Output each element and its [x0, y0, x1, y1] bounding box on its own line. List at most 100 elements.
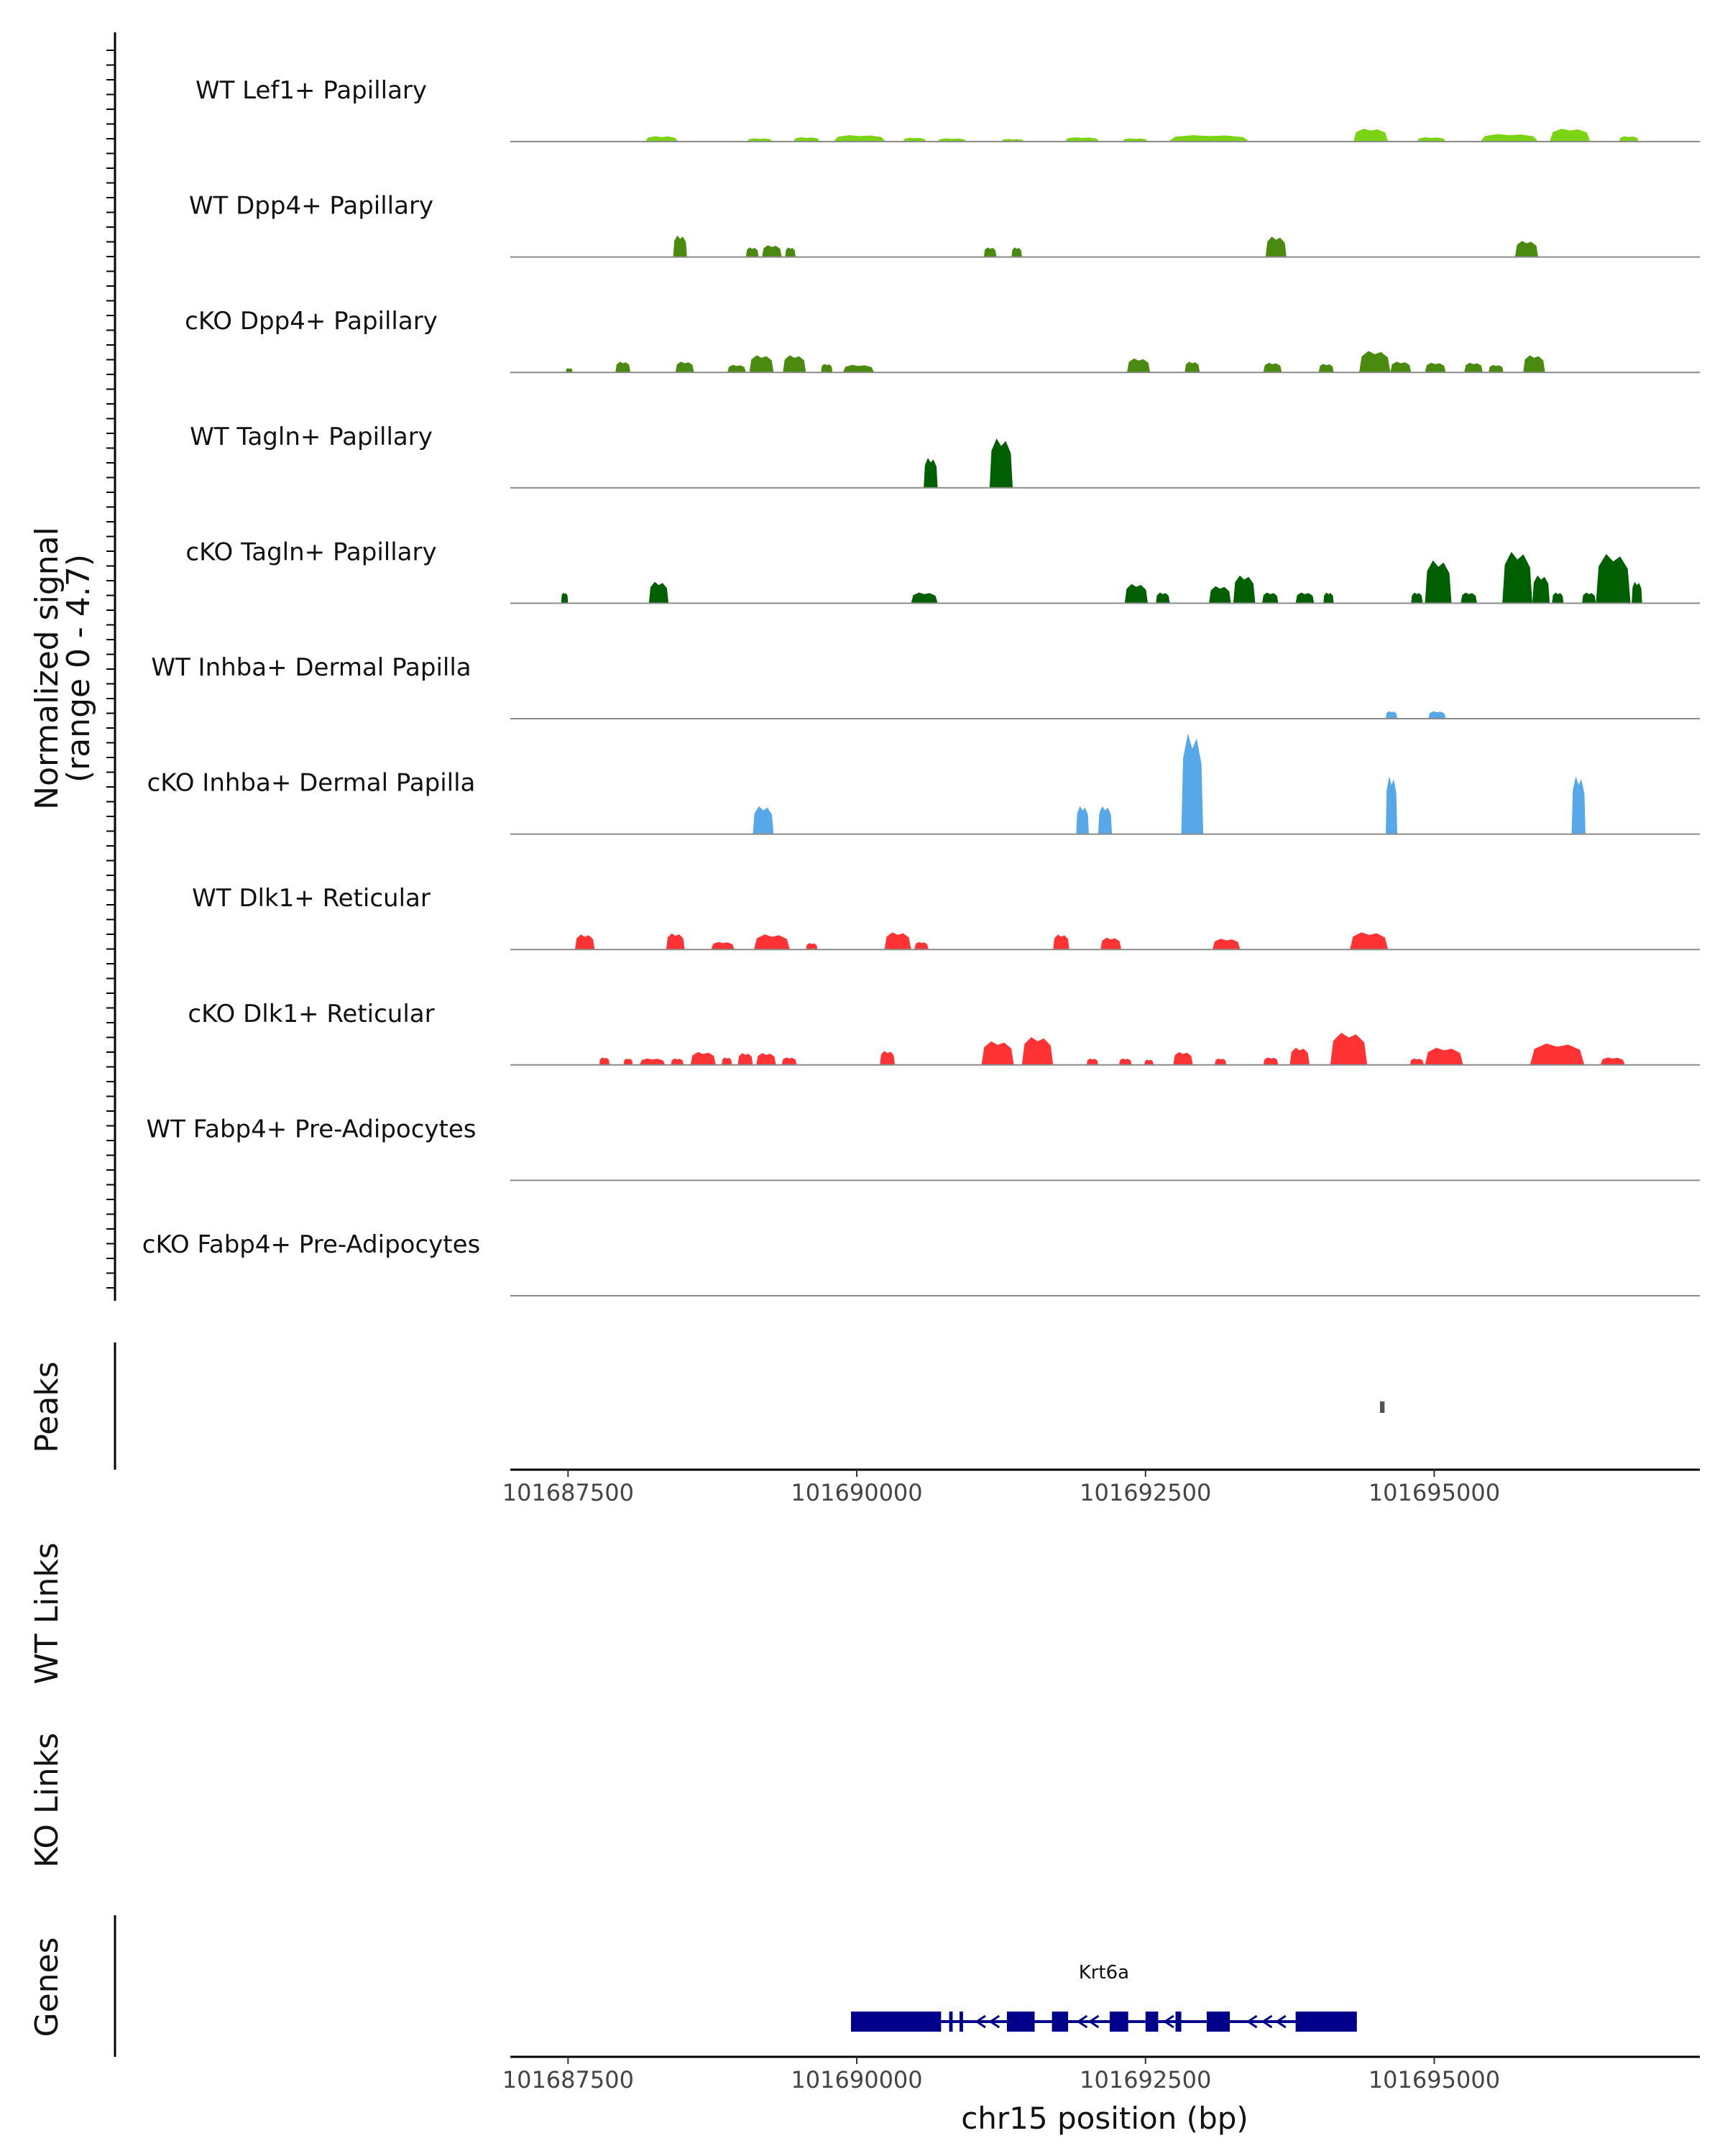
coverage-peak-2-8 [1127, 358, 1151, 373]
coverage-peak-8-8 [781, 1057, 797, 1065]
coverage-peak-0-9 [1168, 135, 1250, 142]
track-4: cKO Tagln+ Papillary [185, 538, 1700, 604]
gene-exon-0 [851, 2012, 942, 2032]
track-label-0: WT Lef1+ Papillary [196, 76, 427, 105]
track-0: WT Lef1+ Papillary [196, 76, 1700, 142]
x-tick-label-2: 101692500 [1080, 2066, 1211, 2093]
coverage-peak-4-18 [1632, 581, 1642, 604]
coverage-peak-8-13 [1118, 1058, 1132, 1065]
coverage-peak-8-2 [640, 1058, 666, 1065]
coverage-ylabel-line2: (range 0 - 4.7) [60, 554, 97, 783]
track-2: cKO Dpp4+ Papillary [185, 307, 1700, 374]
x-axis-bottom: 101687500 101690000 101692500 101695000 [502, 2055, 1700, 2093]
x-tick-label-3: 101695000 [1368, 1479, 1500, 1506]
track-3: WT Tagln+ Papillary [190, 423, 1700, 489]
coverage-peak-7-1 [666, 933, 685, 950]
coverage-peak-8-15 [1173, 1051, 1193, 1065]
coverage-peak-2-5 [783, 355, 806, 373]
coverage-peak-7-6 [914, 941, 929, 950]
coverage-peak-6-4 [1386, 776, 1397, 834]
coverage-peak-4-1 [648, 581, 669, 604]
x-tick-label-0: 101687500 [502, 1479, 634, 1506]
coverage-peak-8-6 [737, 1053, 753, 1065]
coverage-peak-7-7 [1053, 934, 1070, 950]
peaks-panel: Peaks [29, 1342, 1385, 1470]
coverage-peak-1-3 [785, 247, 796, 257]
coverage-peak-1-5 [1011, 247, 1022, 257]
track-7: WT Dlk1+ Reticular [192, 884, 1700, 951]
wt-links-label: WT Links [29, 1542, 65, 1684]
coverage-peak-8-21 [1425, 1048, 1463, 1065]
coverage-peak-4-9 [1323, 592, 1334, 604]
coverage-peak-0-4 [903, 137, 926, 142]
coverage-peak-1-6 [1265, 236, 1287, 257]
gene-strand-arrow-5 [1246, 2014, 1258, 2029]
coverage-peak-8-18 [1289, 1048, 1310, 1065]
coverage-peak-0-14 [1619, 136, 1639, 142]
coverage-peak-4-8 [1295, 592, 1315, 604]
coverage-peak-8-22 [1530, 1044, 1585, 1065]
track-label-1: WT Dpp4+ Papillary [189, 192, 433, 221]
coverage-tracks: WT Lef1+ Papillary WT Dpp4+ Papillary cKO … [142, 76, 1700, 1296]
coverage-peak-1-2 [762, 245, 782, 257]
coverage-peak-8-1 [623, 1058, 633, 1065]
gene-strand-arrow-1 [988, 2014, 1000, 2029]
coverage-peak-7-0 [575, 934, 595, 950]
coverage-peak-7-4 [806, 943, 818, 950]
coverage-peak-3-1 [989, 438, 1013, 488]
coverage-peak-8-16 [1215, 1058, 1227, 1065]
gene-strand-arrow-6 [1261, 2014, 1273, 2029]
coverage-peak-4-3 [1124, 584, 1148, 604]
coverage-peak-1-7 [1514, 241, 1538, 257]
coverage-peak-0-13 [1550, 129, 1591, 142]
coverage-peak-2-7 [842, 364, 875, 373]
coverage-peak-2-11 [1318, 364, 1334, 373]
track-label-6: cKO Inhba+ Dermal Papilla [147, 769, 476, 798]
track-5: WT Inhba+ Dermal Papilla [151, 653, 1700, 719]
coverage-peak-1-0 [673, 235, 687, 257]
gene-strand-arrow-3 [1087, 2014, 1100, 2029]
coverage-peak-7-8 [1100, 937, 1121, 950]
coverage-peak-2-0 [566, 368, 573, 373]
coverage-peak-0-3 [833, 135, 886, 142]
track-label-8: cKO Dlk1+ Reticular [188, 1000, 434, 1028]
track-label-3: WT Tagln+ Papillary [190, 423, 433, 451]
track-label-10: cKO Fabp4+ Pre-Adipocytes [142, 1230, 481, 1259]
coverage-peak-8-5 [722, 1057, 732, 1065]
coverage-peak-4-0 [561, 592, 569, 604]
track-10: cKO Fabp4+ Pre-Adipocytes [142, 1230, 1700, 1296]
coverage-peak-1-1 [745, 247, 759, 257]
track-9: WT Fabp4+ Pre-Adipocytes [147, 1115, 1700, 1181]
coverage-peak-4-4 [1156, 592, 1170, 604]
peaks-label: Peaks [29, 1361, 65, 1452]
coverage-peak-4-5 [1209, 586, 1231, 604]
gene-exon-2 [960, 2012, 963, 2032]
coverage-peak-4-11 [1425, 560, 1452, 604]
coverage-peak-4-10 [1411, 592, 1423, 604]
coverage-peak-5-0 [1386, 711, 1397, 719]
coverage-peak-7-5 [884, 932, 911, 950]
coverage-peak-6-5 [1571, 776, 1586, 834]
x-tick-label-1: 101690000 [791, 2066, 922, 2093]
coverage-peak-2-10 [1263, 362, 1282, 373]
track-1: WT Dpp4+ Papillary [189, 192, 1700, 258]
coverage-peak-1-4 [983, 247, 997, 257]
track-8: cKO Dlk1+ Reticular [188, 1000, 1700, 1066]
coverage-peak-2-4 [749, 355, 774, 373]
coverage-peak-0-5 [937, 138, 967, 142]
coverage-peak-7-3 [754, 934, 790, 950]
coverage-peak-4-15 [1552, 592, 1564, 604]
coverage-peak-0-1 [747, 138, 773, 142]
genes-label: Genes [29, 1937, 65, 2037]
gene-strand-arrow-2 [1076, 2014, 1088, 2029]
gene-model-krt6a [851, 2012, 1357, 2032]
coverage-peak-2-15 [1464, 362, 1483, 373]
coverage-peak-8-7 [756, 1053, 776, 1065]
coverage-peak-2-16 [1489, 364, 1504, 373]
coverage-peak-0-7 [1064, 137, 1100, 142]
x-tick-label-3: 101695000 [1368, 2066, 1500, 2093]
x-tick-label-2: 101692500 [1080, 1479, 1211, 1506]
coverage-peak-6-1 [1076, 806, 1089, 834]
track-6: cKO Inhba+ Dermal Papilla [147, 733, 1700, 835]
coverage-peak-2-9 [1184, 361, 1200, 373]
